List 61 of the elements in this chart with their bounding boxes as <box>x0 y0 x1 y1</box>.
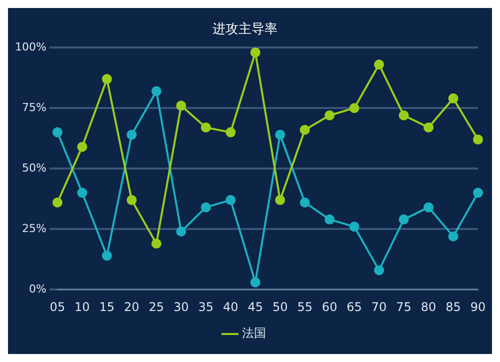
point <box>448 93 458 104</box>
point <box>300 124 310 135</box>
y-tick-label: 75% <box>22 100 46 114</box>
point <box>374 265 384 276</box>
chart-title: 进攻主导率 <box>212 21 278 38</box>
x-tick-label: 60 <box>322 300 338 314</box>
y-tick-label: 0% <box>28 282 46 296</box>
point <box>77 142 88 152</box>
point <box>448 231 458 242</box>
point <box>473 188 483 198</box>
x-tick-label: 80 <box>420 300 436 314</box>
point <box>226 195 236 206</box>
point <box>250 277 260 288</box>
point <box>250 48 260 58</box>
point <box>275 130 286 140</box>
point <box>52 127 62 138</box>
point <box>374 60 384 70</box>
point <box>398 214 409 224</box>
point <box>324 110 335 120</box>
point <box>176 100 186 111</box>
legend-label: 法国 <box>242 326 266 340</box>
point <box>473 134 483 145</box>
x-tick-label: 05 <box>50 300 66 314</box>
x-tick-label: 10 <box>74 300 90 314</box>
point <box>300 197 310 208</box>
point <box>349 103 360 114</box>
point <box>102 74 112 84</box>
point <box>126 195 137 206</box>
x-tick-label: 40 <box>222 300 238 314</box>
point <box>126 130 137 140</box>
x-tick-label: 85 <box>446 300 461 314</box>
point <box>424 122 434 132</box>
x-tick-label: 15 <box>99 300 115 314</box>
point <box>324 214 335 224</box>
point <box>200 202 211 212</box>
point <box>349 222 360 232</box>
point <box>200 122 211 132</box>
x-tick-label: 55 <box>297 300 312 314</box>
point <box>226 127 236 138</box>
x-tick-label: 35 <box>198 300 214 314</box>
point <box>102 250 112 261</box>
point <box>151 86 162 96</box>
x-tick-label: 75 <box>396 300 412 314</box>
point <box>275 195 286 206</box>
y-tick-label: 25% <box>22 222 46 235</box>
point <box>424 202 434 212</box>
x-tick-label: 90 <box>470 300 486 314</box>
x-tick-label: 20 <box>124 300 140 314</box>
x-tick-label: 50 <box>272 300 288 314</box>
y-tick-label: 100% <box>14 40 46 54</box>
x-tick-label: 65 <box>346 300 362 314</box>
x-tick-label: 25 <box>148 300 164 314</box>
point <box>176 226 186 237</box>
point <box>77 188 88 198</box>
y-tick-label: 50% <box>22 161 46 174</box>
point <box>398 110 409 120</box>
x-tick-label: 70 <box>371 300 387 314</box>
x-tick-label: 30 <box>174 300 189 314</box>
point <box>52 197 62 208</box>
x-tick-label: 45 <box>248 300 263 314</box>
point <box>151 238 162 249</box>
